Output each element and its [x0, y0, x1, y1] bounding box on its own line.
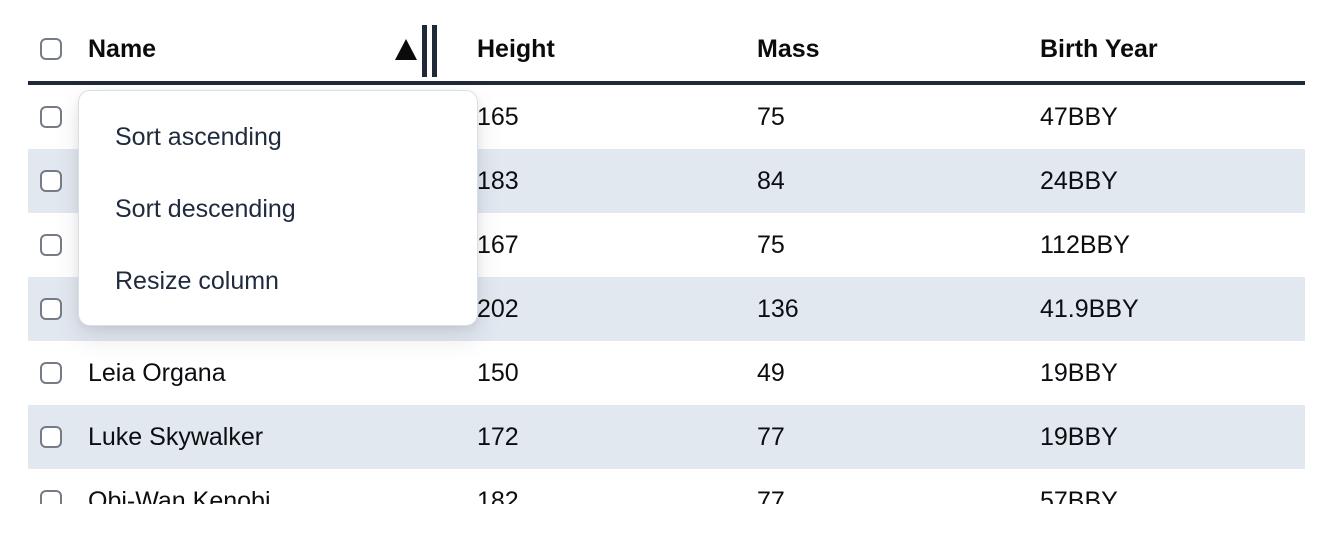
column-menu: Sort ascending Sort descending Resize co… [78, 90, 478, 326]
cell-mass: 75 [757, 102, 785, 131]
row-checkbox[interactable] [40, 106, 62, 128]
column-header-birth-year-label: Birth Year [1040, 34, 1158, 63]
table-row: 165 75 47BBY [28, 85, 1305, 149]
row-checkbox[interactable] [40, 298, 62, 320]
row-checkbox[interactable] [40, 170, 62, 192]
cell-birth_year: 112BBY [1040, 230, 1130, 259]
column-header-name-label: Name [88, 34, 157, 63]
cell-birth_year: 57BBY [1040, 486, 1118, 505]
table-row: 167 75 112BBY [28, 213, 1305, 277]
row-select-cell [28, 362, 78, 384]
row-select-cell [28, 234, 78, 256]
cell-mass: 49 [757, 358, 785, 387]
row-checkbox[interactable] [40, 490, 62, 504]
row-select-cell [28, 106, 78, 128]
cell-name: Obi-Wan Kenobi [88, 486, 271, 505]
table-row: Leia Organa 150 49 19BBY [28, 341, 1305, 405]
cell-mass: 75 [757, 230, 785, 259]
row-checkbox[interactable] [40, 362, 62, 384]
row-checkbox[interactable] [40, 234, 62, 256]
cell-height: 167 [477, 230, 519, 259]
resize-handle-icon[interactable] [422, 25, 437, 77]
cell-height: 172 [477, 422, 519, 451]
cell-height: 165 [477, 102, 519, 131]
cell-mass: 84 [757, 166, 785, 195]
cell-height: 182 [477, 486, 519, 505]
sort-ascending-icon [395, 39, 417, 60]
column-header-mass-label: Mass [757, 34, 820, 63]
column-header-height[interactable]: Height [465, 35, 745, 64]
cell-name: Leia Organa [88, 358, 226, 387]
select-all-checkbox[interactable] [40, 38, 62, 60]
row-select-cell [28, 170, 78, 192]
row-select-cell [28, 490, 78, 504]
cell-mass: 136 [757, 294, 799, 323]
select-all-cell [28, 38, 78, 60]
column-header-mass[interactable]: Mass [745, 35, 1028, 64]
cell-height: 183 [477, 166, 519, 195]
cell-height: 202 [477, 294, 519, 323]
row-checkbox[interactable] [40, 426, 62, 448]
cell-birth_year: 19BBY [1040, 358, 1118, 387]
column-header-birth-year[interactable]: Birth Year [1028, 35, 1305, 64]
menu-item-resize-column[interactable]: Resize column [115, 266, 279, 295]
column-header-name[interactable]: Name [78, 35, 465, 64]
column-header-height-label: Height [477, 34, 555, 63]
cell-birth_year: 24BBY [1040, 166, 1118, 195]
table-row: Obi-Wan Kenobi 182 77 57BBY [28, 469, 1305, 504]
menu-item-sort-ascending[interactable]: Sort ascending [115, 122, 282, 151]
cell-birth_year: 19BBY [1040, 422, 1118, 451]
cell-name: Luke Skywalker [88, 422, 264, 451]
cell-birth_year: 41.9BBY [1040, 294, 1139, 323]
table-header: Name Height Mass Birth Year [28, 0, 1305, 85]
menu-item-sort-descending[interactable]: Sort descending [115, 194, 296, 223]
resize-bar [422, 25, 427, 77]
row-select-cell [28, 426, 78, 448]
cell-mass: 77 [757, 486, 785, 505]
cell-birth_year: 47BBY [1040, 102, 1118, 131]
resize-bar [432, 25, 437, 77]
cell-height: 150 [477, 358, 519, 387]
table-row: Luke Skywalker 172 77 19BBY [28, 405, 1305, 469]
cell-mass: 77 [757, 422, 785, 451]
row-select-cell [28, 298, 78, 320]
